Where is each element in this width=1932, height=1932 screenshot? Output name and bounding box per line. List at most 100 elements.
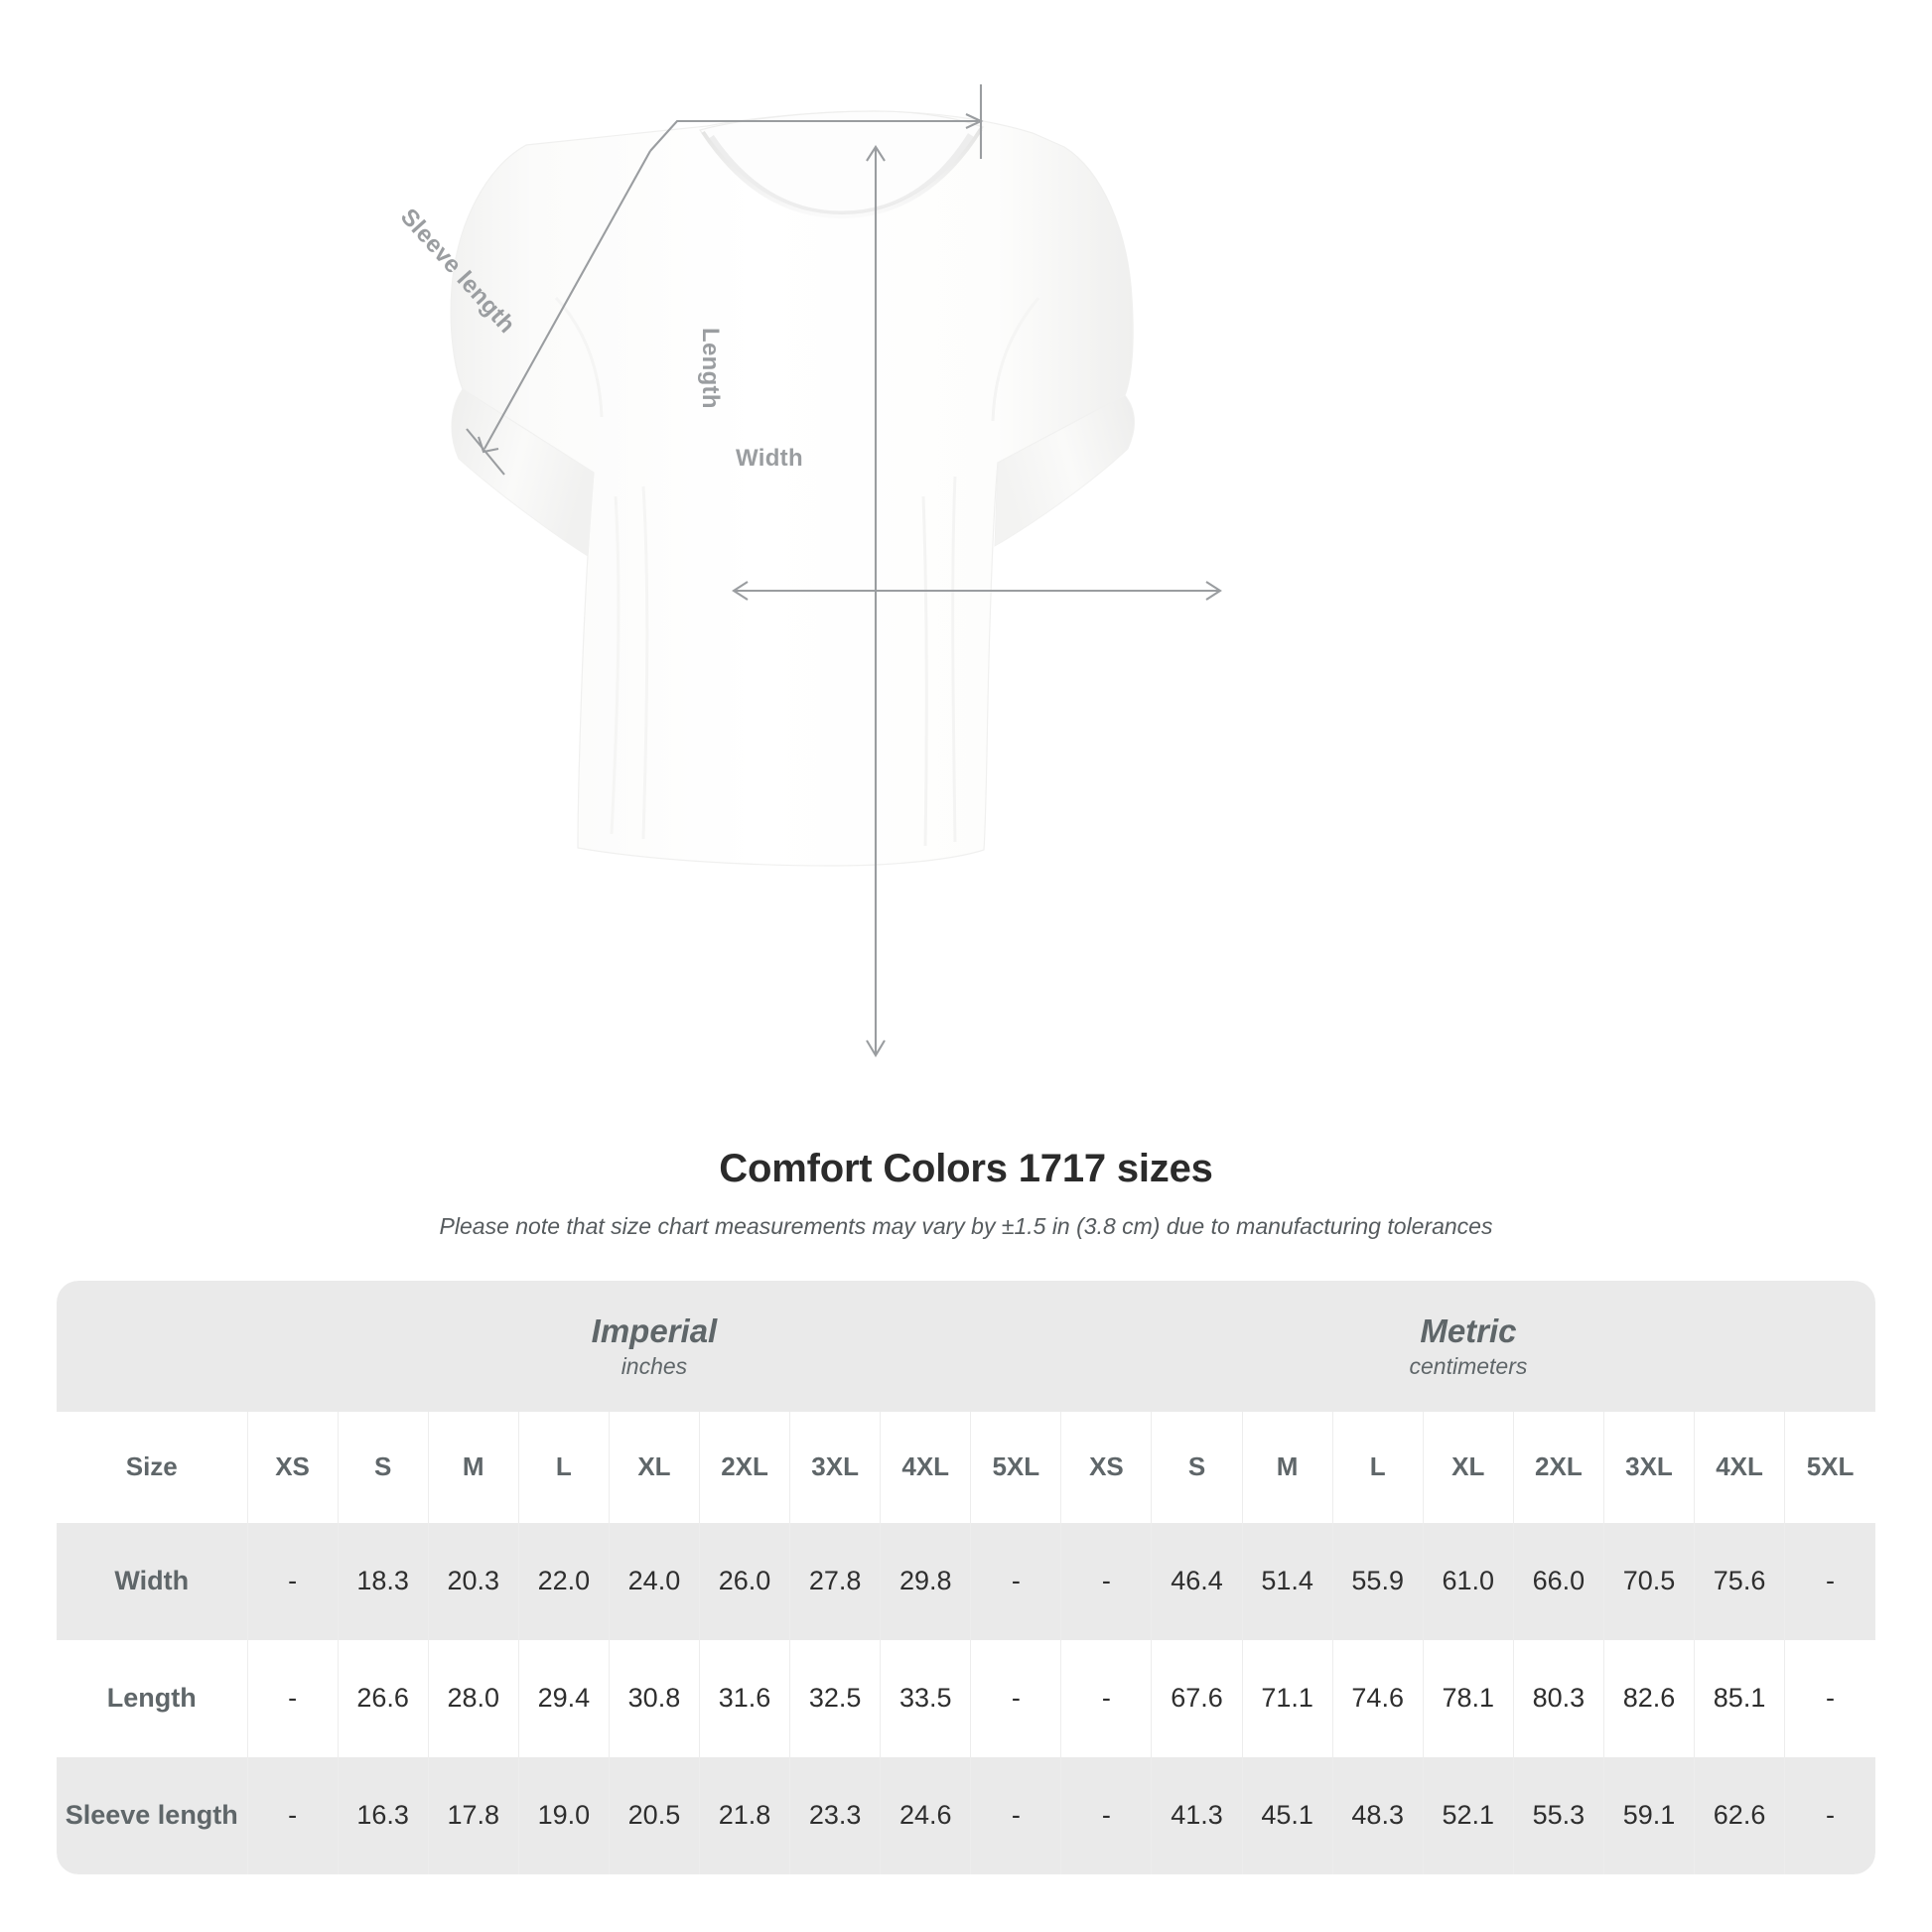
table-row: Width - 18.3 20.3 22.0 24.0 26.0 27.8 29… xyxy=(57,1522,1875,1640)
cell-width-metric-l: 55.9 xyxy=(1332,1522,1424,1640)
size-table-container: Imperial inches Metric centimeters Size … xyxy=(57,1281,1875,1874)
cell-width-metric-2xl: 66.0 xyxy=(1513,1522,1604,1640)
cell-length-metric-xs: - xyxy=(1060,1639,1153,1757)
cell-sleeve-imperial-3xl: 23.3 xyxy=(789,1756,882,1874)
cell-length-metric-xl: 78.1 xyxy=(1423,1639,1514,1757)
column-header-metric-xl: XL xyxy=(1423,1411,1514,1523)
tolerance-note: Please note that size chart measurements… xyxy=(439,1213,1493,1239)
chart-header: Comfort Colors 1717 sizes Please note th… xyxy=(0,1147,1932,1240)
column-header-size: Size xyxy=(57,1411,248,1523)
cell-width-metric-xs: - xyxy=(1060,1522,1153,1640)
shirt-silhouette xyxy=(450,110,1135,867)
cell-sleeve-metric-m: 45.1 xyxy=(1242,1756,1333,1874)
cell-width-metric-s: 46.4 xyxy=(1151,1522,1243,1640)
table-row: Sleeve length - 16.3 17.8 19.0 20.5 21.8… xyxy=(57,1756,1875,1874)
cell-length-metric-3xl: 82.6 xyxy=(1603,1639,1696,1757)
cell-width-imperial-xs: - xyxy=(247,1522,339,1640)
column-header-metric-l: L xyxy=(1332,1411,1424,1523)
cell-sleeve-imperial-5xl: - xyxy=(970,1756,1062,1874)
column-header-metric-5xl: 5XL xyxy=(1784,1411,1875,1523)
cell-width-metric-xl: 61.0 xyxy=(1423,1522,1514,1640)
column-header-metric-xs: XS xyxy=(1060,1411,1153,1523)
tshirt-diagram xyxy=(450,84,1222,1058)
size-chart-table: Imperial inches Metric centimeters Size … xyxy=(57,1281,1875,1874)
cell-sleeve-metric-2xl: 55.3 xyxy=(1513,1756,1604,1874)
row-header-length: Length xyxy=(57,1639,248,1757)
cell-length-imperial-xs: - xyxy=(247,1639,339,1757)
cell-sleeve-metric-l: 48.3 xyxy=(1332,1756,1424,1874)
unit-system-name: Imperial xyxy=(591,1312,718,1349)
column-header-imperial-4xl: 4XL xyxy=(880,1411,972,1523)
cell-width-imperial-5xl: - xyxy=(970,1522,1062,1640)
column-header-imperial-xl: XL xyxy=(609,1411,700,1523)
size-header-row: Size XS S M L XL 2XL 3XL 4XL 5XL XS S M … xyxy=(57,1411,1875,1523)
row-header-width: Width xyxy=(57,1522,248,1640)
cell-width-metric-5xl: - xyxy=(1784,1522,1875,1640)
cell-sleeve-imperial-2xl: 21.8 xyxy=(699,1756,791,1874)
cell-sleeve-imperial-xl: 20.5 xyxy=(609,1756,700,1874)
cell-width-imperial-4xl: 29.8 xyxy=(880,1522,972,1640)
cell-sleeve-imperial-4xl: 24.6 xyxy=(880,1756,972,1874)
cell-length-imperial-4xl: 33.5 xyxy=(880,1639,972,1757)
row-header-sleeve-length: Sleeve length xyxy=(57,1756,248,1874)
cell-length-metric-s: 67.6 xyxy=(1151,1639,1243,1757)
unit-spacer-cell xyxy=(57,1281,248,1412)
column-header-imperial-2xl: 2XL xyxy=(699,1411,791,1523)
cell-sleeve-metric-5xl: - xyxy=(1784,1756,1875,1874)
cell-length-imperial-5xl: - xyxy=(970,1639,1062,1757)
column-header-metric-s: S xyxy=(1151,1411,1243,1523)
table-row: Length - 26.6 28.0 29.4 30.8 31.6 32.5 3… xyxy=(57,1639,1875,1757)
cell-length-imperial-2xl: 31.6 xyxy=(699,1639,791,1757)
column-header-imperial-3xl: 3XL xyxy=(789,1411,882,1523)
unit-group-metric: Metric centimeters xyxy=(1060,1281,1875,1412)
cell-sleeve-metric-4xl: 62.6 xyxy=(1694,1756,1786,1874)
column-header-metric-4xl: 4XL xyxy=(1694,1411,1786,1523)
unit-system-name: Metric xyxy=(1420,1312,1517,1349)
cell-sleeve-imperial-m: 17.8 xyxy=(428,1756,519,1874)
unit-name: inches xyxy=(621,1352,688,1379)
cell-sleeve-metric-s: 41.3 xyxy=(1151,1756,1243,1874)
column-header-imperial-l: L xyxy=(518,1411,610,1523)
column-header-imperial-s: S xyxy=(338,1411,429,1523)
cell-sleeve-imperial-s: 16.3 xyxy=(338,1756,429,1874)
cell-width-imperial-xl: 24.0 xyxy=(609,1522,700,1640)
cell-sleeve-imperial-xs: - xyxy=(247,1756,339,1874)
garment-illustration: Sleeve length Length Width xyxy=(395,84,1222,1058)
unit-name: centimeters xyxy=(1409,1352,1528,1379)
column-header-imperial-xs: XS xyxy=(247,1411,339,1523)
cell-length-metric-2xl: 80.3 xyxy=(1513,1639,1604,1757)
cell-length-imperial-s: 26.6 xyxy=(338,1639,429,1757)
cell-width-imperial-m: 20.3 xyxy=(428,1522,519,1640)
column-header-imperial-m: M xyxy=(428,1411,519,1523)
width-measure-label: Width xyxy=(736,445,803,472)
measurement-guides xyxy=(466,84,1222,1058)
cell-length-metric-5xl: - xyxy=(1784,1639,1875,1757)
cell-width-metric-4xl: 75.6 xyxy=(1694,1522,1786,1640)
cell-sleeve-imperial-l: 19.0 xyxy=(518,1756,610,1874)
unit-group-imperial: Imperial inches xyxy=(247,1281,1061,1412)
cell-sleeve-metric-3xl: 59.1 xyxy=(1603,1756,1696,1874)
cell-width-imperial-3xl: 27.8 xyxy=(789,1522,882,1640)
column-header-metric-m: M xyxy=(1242,1411,1333,1523)
column-header-metric-3xl: 3XL xyxy=(1603,1411,1696,1523)
cell-length-imperial-m: 28.0 xyxy=(428,1639,519,1757)
page-title: Comfort Colors 1717 sizes xyxy=(719,1147,1213,1190)
column-header-metric-2xl: 2XL xyxy=(1513,1411,1604,1523)
cell-length-metric-m: 71.1 xyxy=(1242,1639,1333,1757)
cell-length-imperial-l: 29.4 xyxy=(518,1639,610,1757)
cell-width-metric-m: 51.4 xyxy=(1242,1522,1333,1640)
length-measure-label: Length xyxy=(697,328,724,409)
cell-width-imperial-l: 22.0 xyxy=(518,1522,610,1640)
column-header-imperial-5xl: 5XL xyxy=(970,1411,1062,1523)
cell-length-metric-4xl: 85.1 xyxy=(1694,1639,1786,1757)
cell-length-imperial-xl: 30.8 xyxy=(609,1639,700,1757)
cell-sleeve-metric-xl: 52.1 xyxy=(1423,1756,1514,1874)
cell-length-metric-l: 74.6 xyxy=(1332,1639,1424,1757)
cell-length-imperial-3xl: 32.5 xyxy=(789,1639,882,1757)
cell-width-metric-3xl: 70.5 xyxy=(1603,1522,1696,1640)
cell-width-imperial-s: 18.3 xyxy=(338,1522,429,1640)
unit-system-row: Imperial inches Metric centimeters xyxy=(57,1281,1875,1412)
cell-width-imperial-2xl: 26.0 xyxy=(699,1522,791,1640)
cell-sleeve-metric-xs: - xyxy=(1060,1756,1153,1874)
